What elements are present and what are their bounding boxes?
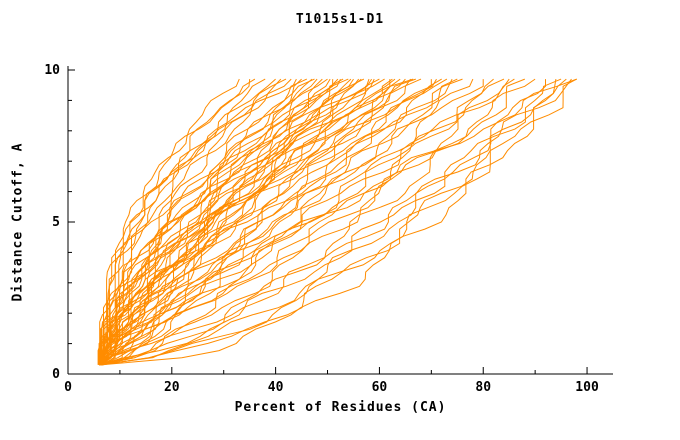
- tick-label: 0: [64, 380, 72, 395]
- model-curve: [103, 78, 577, 366]
- model-curve: [99, 78, 276, 366]
- model-curve: [101, 78, 510, 366]
- model-curve: [98, 78, 458, 365]
- x-axis-label: Percent of Residues (CA): [234, 400, 447, 415]
- model-curve: [97, 78, 256, 365]
- model-curve: [100, 78, 525, 366]
- model-curve: [98, 78, 448, 366]
- model-curve: [100, 78, 416, 365]
- model-curve: [100, 78, 354, 366]
- chart-title: T1015s1-D1: [295, 12, 385, 27]
- model-curve: [100, 78, 292, 366]
- model-curve: [98, 78, 396, 365]
- model-curve: [98, 78, 385, 366]
- model-curve: [98, 78, 515, 366]
- model-curve: [100, 78, 393, 365]
- model-curve: [98, 79, 484, 366]
- model-curve: [98, 78, 505, 366]
- tick-label: 20: [164, 380, 180, 395]
- model-curve: [99, 78, 494, 366]
- tick-label: 5: [52, 215, 60, 230]
- model-curve: [98, 78, 297, 365]
- model-curve: [98, 78, 341, 366]
- model-curve: [99, 79, 546, 366]
- model-curve: [98, 78, 562, 366]
- model-curve: [98, 78, 536, 366]
- model-curve: [99, 78, 339, 365]
- model-curve: [98, 78, 422, 366]
- model-curve: [101, 78, 401, 366]
- model-curve: [98, 78, 373, 366]
- model-curve: [101, 78, 577, 366]
- model-curve: [98, 78, 375, 365]
- model-curve: [98, 78, 463, 366]
- tick-label: 10: [44, 63, 60, 78]
- model-curve: [98, 78, 266, 365]
- model-curve: [99, 78, 406, 366]
- tick-label: 40: [268, 380, 284, 395]
- model-curve: [98, 78, 349, 366]
- model-curve: [98, 78, 240, 366]
- tick-label: 100: [575, 380, 599, 395]
- model-curve: [99, 78, 315, 366]
- model-curve: [101, 79, 557, 366]
- model-curve: [98, 78, 412, 366]
- model-curve: [99, 78, 572, 366]
- model-curve: [100, 79, 391, 366]
- tick-label: 80: [475, 380, 491, 395]
- tick-label: 60: [372, 380, 388, 395]
- tick-label: 0: [52, 367, 60, 382]
- model-curve: [98, 78, 437, 365]
- model-curve: [100, 78, 567, 366]
